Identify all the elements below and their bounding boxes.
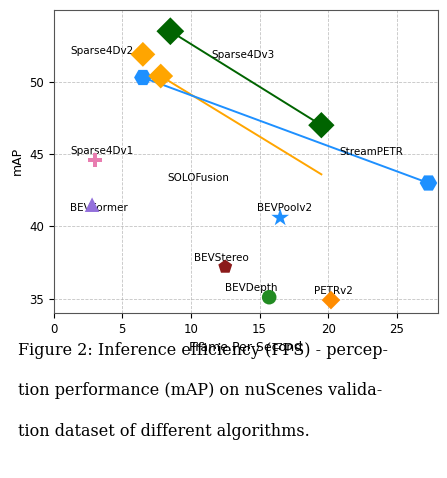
Point <box>318 121 325 129</box>
Text: tion performance (mAP) on nuScenes valida-: tion performance (mAP) on nuScenes valid… <box>18 382 382 400</box>
Point <box>425 179 432 187</box>
Point <box>167 27 174 35</box>
Text: Sparse4Dv2: Sparse4Dv2 <box>70 46 133 56</box>
Text: Sparse4Dv3: Sparse4Dv3 <box>211 50 275 60</box>
Text: BEVDepth: BEVDepth <box>225 283 278 293</box>
Text: BEVStereo: BEVStereo <box>194 252 249 262</box>
Text: PETRv2: PETRv2 <box>315 286 354 296</box>
Point <box>327 296 334 304</box>
Point <box>266 293 273 301</box>
Text: Figure 2: Inference efficiency (FPS) - percep-: Figure 2: Inference efficiency (FPS) - p… <box>18 342 388 359</box>
Y-axis label: mAP: mAP <box>10 147 24 175</box>
Point <box>91 156 98 163</box>
Text: tion dataset of different algorithms.: tion dataset of different algorithms. <box>18 423 310 440</box>
Text: SOLOFusion: SOLOFusion <box>168 173 229 183</box>
Point <box>139 74 147 81</box>
Point <box>277 214 284 221</box>
X-axis label: Frame Per Second: Frame Per Second <box>189 341 303 354</box>
Point <box>139 51 147 58</box>
Point <box>222 263 229 271</box>
Text: StreamPETR: StreamPETR <box>339 147 403 157</box>
Point <box>89 201 96 208</box>
Point <box>157 72 164 80</box>
Text: Sparse4Dv1: Sparse4Dv1 <box>70 145 133 155</box>
Text: BEVFormer: BEVFormer <box>70 203 128 213</box>
Point <box>198 184 206 191</box>
Text: BEVPoolv2: BEVPoolv2 <box>257 203 312 213</box>
